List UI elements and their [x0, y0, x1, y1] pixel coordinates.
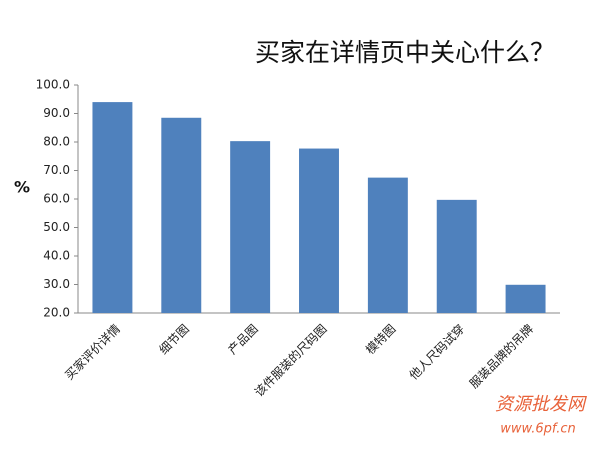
y-tick-label: 30.0: [43, 277, 70, 291]
bar: [230, 141, 271, 313]
y-tick-label: 100.0: [36, 78, 70, 92]
y-tick-label: 40.0: [43, 249, 70, 263]
bar: [436, 199, 477, 313]
y-axis-label: %: [14, 178, 30, 197]
x-tick-label: 买家评价详情: [61, 321, 123, 383]
y-tick-label: 70.0: [43, 163, 70, 177]
y-tick-label: 60.0: [43, 192, 70, 206]
chart-title: 买家在详情页中关心什么？: [255, 38, 555, 67]
watermark: 资源批发网: [495, 394, 587, 415]
watermark-url: www.6pf.cn: [500, 422, 576, 437]
y-tick-label: 80.0: [43, 135, 70, 149]
bar: [505, 284, 546, 313]
x-tick-label: 他人尺码试穿: [406, 321, 468, 383]
bar: [161, 117, 202, 314]
y-tick-label: 90.0: [43, 106, 70, 120]
bar: [299, 148, 339, 313]
x-tick-label: 模特图: [362, 321, 398, 357]
bar: [367, 177, 408, 313]
x-tick-label: 该件服装的尺码图: [251, 321, 329, 399]
x-tick-label: 细节图: [157, 322, 192, 357]
y-tick-label: 50.0: [43, 220, 70, 234]
x-tick-label: 服装品牌的吊牌: [466, 321, 536, 391]
x-tick-label: 产品图: [225, 322, 260, 357]
y-tick-label: 20.0: [43, 306, 70, 320]
bar: [92, 102, 133, 313]
